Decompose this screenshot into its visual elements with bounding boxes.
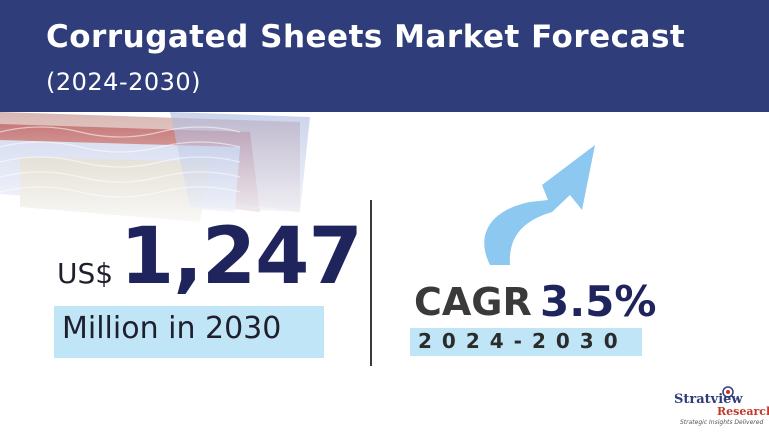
market-value: 1,247 [120, 212, 363, 302]
cagr-label: CAGR [414, 280, 532, 324]
cagr-value: 3.5% [540, 277, 657, 326]
brand-sub: Research [717, 405, 769, 418]
upward-curved-arrow-icon [484, 145, 595, 265]
unit-highlight [54, 306, 324, 358]
brand-tagline: Strategic Insights Delivered [680, 419, 764, 426]
divider [370, 200, 372, 366]
cagr-period: 2024-2030 [418, 329, 628, 353]
corrugated-sheets-image [0, 112, 320, 222]
market-unit: Million in 2030 [62, 311, 282, 346]
header-banner: Corrugated Sheets Market Forecast (2024-… [0, 0, 769, 112]
page-title: Corrugated Sheets Market Forecast [46, 19, 686, 55]
period-highlight [410, 328, 642, 356]
stratview-logo-icon [722, 386, 736, 400]
brand-name: Stratview [674, 392, 743, 407]
currency-label: US$ [57, 257, 114, 290]
page-subtitle: (2024-2030) [46, 68, 202, 96]
